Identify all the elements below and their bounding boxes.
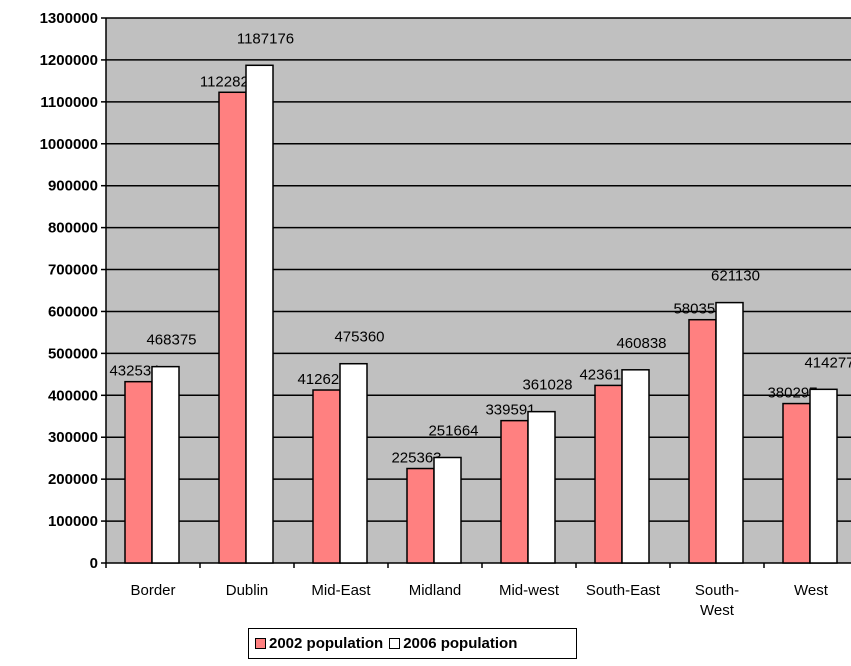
bar-2002 [688,318,717,564]
data-label: 468375 [146,332,196,349]
y-tick-label: 400000 [48,387,98,404]
data-label: 475360 [334,329,384,346]
legend-label-2002: 2002 population [269,635,384,652]
data-label: 414277 [804,354,851,371]
bar-2002 [406,467,435,564]
x-tick-label: South- [695,582,739,599]
y-tick-label: 200000 [48,471,98,488]
bar-2006 [715,301,744,564]
bar-2006 [433,456,462,564]
bar-2006 [809,388,838,564]
y-tick-label: 600000 [48,303,98,320]
bar-2002 [124,380,153,564]
bar-2006 [151,365,180,564]
x-tick-label: Dublin [226,582,269,599]
legend: 2002 population 2006 population [248,628,577,659]
legend-item-2006: 2006 population [389,635,517,652]
y-tick-label: 500000 [48,345,98,362]
legend-label-2006: 2006 population [403,635,518,652]
y-tick-label: 300000 [48,429,98,446]
bar-2002 [312,389,341,564]
data-label: 251664 [428,422,478,439]
y-tick-label: 800000 [48,220,98,237]
legend-swatch-2002 [255,638,266,649]
bar-2002 [500,419,529,564]
y-tick-label: 1300000 [40,10,98,27]
bar-2002 [218,91,247,564]
x-tick-label: Border [130,582,175,599]
data-label: 361028 [522,377,572,394]
x-tick-label: West [700,602,735,619]
bar-2002 [594,384,623,564]
y-tick-label: 100000 [48,513,98,530]
legend-item-2002: 2002 population [255,635,383,652]
legend-swatch-2006 [389,638,401,649]
data-label: 1187176 [237,30,294,47]
bar-2006 [621,369,650,564]
bar-2006 [527,410,556,564]
bar-2002 [782,402,811,564]
x-tick-label: Mid-west [499,582,560,599]
data-label: 423616 [579,366,629,383]
y-tick-label: 900000 [48,178,98,195]
bar-2006 [245,64,274,564]
data-label: 580356 [673,301,723,318]
data-label: 432534 [109,363,159,380]
data-label: 621130 [711,268,760,285]
data-label: 460838 [616,335,666,352]
y-tick-label: 1200000 [40,52,98,69]
bar-2006 [339,362,368,564]
y-tick-label: 0 [90,555,98,572]
data-label: 380297 [767,385,817,402]
data-label: 225363 [391,450,441,467]
x-tick-label: Midland [409,582,462,599]
x-tick-label: West [794,582,829,599]
x-tick-label: Mid-East [311,582,371,599]
data-label: 339591 [485,402,535,419]
y-tick-label: 1000000 [40,136,98,153]
data-label: 1122821 [200,73,257,90]
x-tick-label: South-East [586,582,661,599]
data-label: 412625 [297,371,347,388]
y-tick-label: 700000 [48,262,98,279]
y-tick-label: 1100000 [40,94,98,111]
